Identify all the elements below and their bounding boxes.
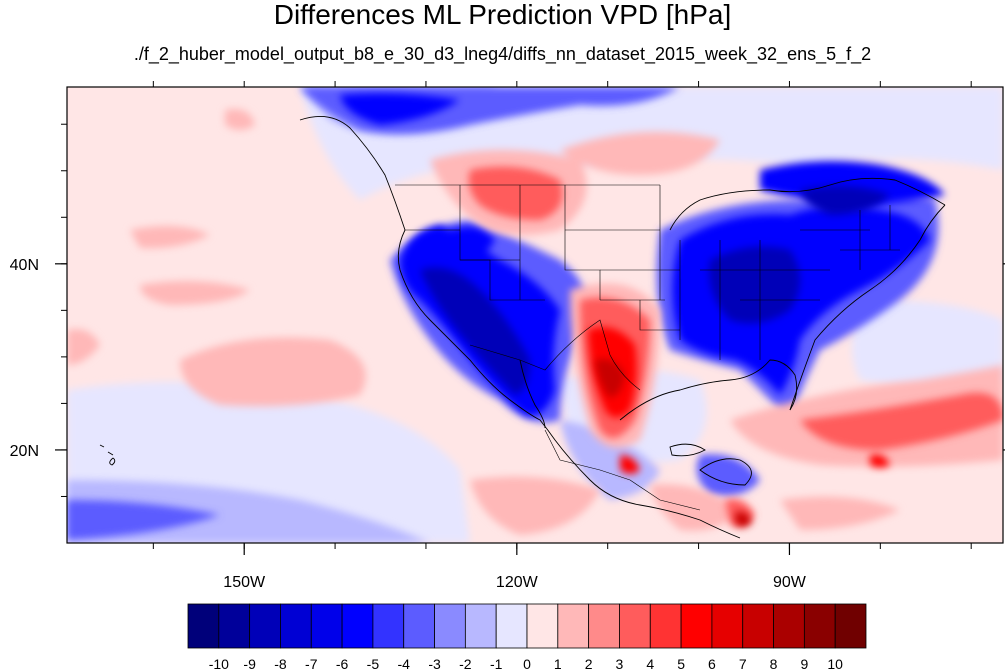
map-subtitle: ./f_2_huber_model_output_b8_e_30_d3_lneg… bbox=[133, 44, 872, 64]
colorbar-swatch bbox=[526, 603, 559, 649]
colorbar: -10 -9 -8 -7 -6 -5 -4 -3 -2 -1 0 1 2 3 4 5 6 7 8 9 10 bbox=[187, 603, 867, 672]
lat-tick-label: 40N bbox=[10, 257, 39, 274]
colorbar-swatch bbox=[403, 603, 435, 649]
colorbar-swatch bbox=[372, 603, 405, 649]
colorbar-label: 8 bbox=[770, 656, 778, 672]
lat-tick-40n: 40N bbox=[10, 257, 1005, 274]
colorbar-label: 7 bbox=[739, 656, 747, 672]
colorbar-swatch bbox=[464, 603, 497, 649]
coastline-layer bbox=[99, 115, 946, 539]
border-layer bbox=[395, 184, 900, 511]
colorbar-swatch bbox=[773, 603, 805, 649]
colorbar-label: -3 bbox=[428, 656, 441, 672]
colorbar-swatch bbox=[280, 603, 312, 649]
colorbar-label: 6 bbox=[708, 656, 716, 672]
lon-tick-label: 120W bbox=[496, 574, 539, 591]
lon-tick-90w: 90W bbox=[773, 543, 807, 591]
colorbar-swatch bbox=[249, 603, 281, 649]
minor-lat-ticks bbox=[61, 123, 67, 497]
colorbar-swatch bbox=[187, 603, 220, 649]
colorbar-label: 9 bbox=[800, 656, 808, 672]
lon-tick-group: 150W 120W 90W bbox=[223, 543, 807, 591]
colorbar-swatch bbox=[649, 603, 682, 649]
colorbar-label: 0 bbox=[523, 656, 531, 672]
colorbar-label: -2 bbox=[459, 656, 472, 672]
colorbar-label: -10 bbox=[209, 656, 229, 672]
field-dark-blue bbox=[420, 186, 890, 395]
colorbar-swatch bbox=[803, 603, 836, 649]
colorbar-swatch bbox=[680, 603, 713, 649]
lon-tick-label: 150W bbox=[223, 574, 266, 591]
colorbar-swatch bbox=[588, 603, 620, 649]
colorbar-label: -7 bbox=[305, 656, 318, 672]
lon-tick-150w: 150W bbox=[223, 543, 266, 591]
colorbar-swatch bbox=[742, 603, 774, 649]
colorbar-label: -1 bbox=[490, 656, 503, 672]
colorbar-swatch bbox=[310, 603, 343, 649]
colorbar-label: -5 bbox=[367, 656, 380, 672]
colorbar-label: -6 bbox=[336, 656, 349, 672]
colorbar-swatch bbox=[495, 603, 528, 649]
colorbar-swatch bbox=[434, 603, 466, 649]
colorbar-swatch bbox=[619, 603, 651, 649]
colorbar-label: -9 bbox=[243, 656, 256, 672]
colorbar-swatch bbox=[218, 603, 251, 649]
map-title: Differences ML Prediction VPD [hPa] bbox=[273, 0, 732, 30]
colorbar-label: 1 bbox=[554, 656, 562, 672]
colorbar-swatch bbox=[834, 603, 867, 649]
colorbar-swatch bbox=[557, 603, 590, 649]
colorbar-label: 3 bbox=[616, 656, 624, 672]
colorbar-swatch bbox=[711, 603, 744, 649]
colorbar-label: 5 bbox=[677, 656, 685, 672]
field-dark-red bbox=[595, 359, 752, 527]
lon-tick-label: 90W bbox=[773, 574, 807, 591]
map-frame bbox=[66, 86, 1004, 544]
colorbar-label: -8 bbox=[274, 656, 287, 672]
lat-tick-group: 20N 40N bbox=[10, 257, 1005, 460]
map-plot-area bbox=[67, 87, 1003, 543]
colorbar-label: -4 bbox=[398, 656, 411, 672]
colorbar-label: 4 bbox=[646, 656, 654, 672]
colorbar-label: 2 bbox=[585, 656, 593, 672]
lon-tick-120w: 120W bbox=[496, 543, 539, 591]
lat-tick-label: 20N bbox=[10, 443, 39, 460]
colorbar-label: 10 bbox=[827, 656, 843, 672]
colorbar-swatch bbox=[341, 603, 374, 649]
